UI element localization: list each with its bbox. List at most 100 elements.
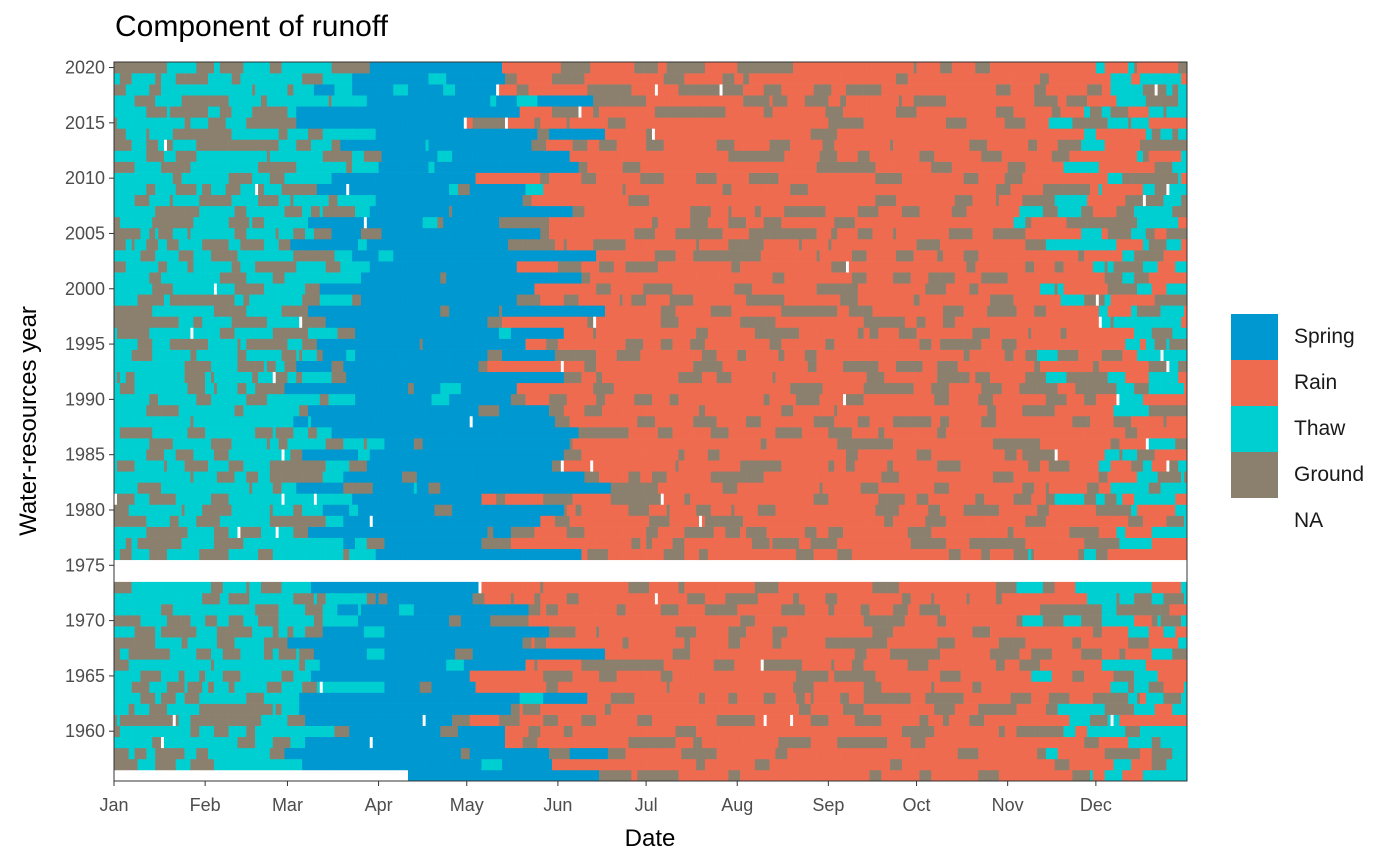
- heatmap-cell: [190, 659, 206, 671]
- heatmap-cell: [302, 294, 321, 306]
- heatmap-cell: [1116, 659, 1132, 671]
- heatmap-cell: [202, 449, 212, 461]
- heatmap-cell: [1004, 725, 1017, 738]
- heatmap-cell: [684, 493, 691, 505]
- heatmap-cell: [125, 371, 135, 384]
- heatmap-cell: [757, 460, 776, 472]
- heatmap-cell: [1057, 548, 1079, 561]
- heatmap-cell: [960, 548, 982, 561]
- heatmap-cell: [1081, 139, 1100, 151]
- heatmap-cell: [966, 703, 979, 715]
- heatmap-cell: [969, 371, 976, 384]
- heatmap-cell: [1069, 703, 1085, 715]
- heatmap-cell: [540, 515, 556, 527]
- heatmap-cell: [119, 637, 135, 649]
- heatmap-cell: [1004, 659, 1020, 671]
- heatmap-cell: [178, 415, 191, 428]
- heatmap-cell: [828, 604, 835, 616]
- heatmap-cell: [196, 747, 209, 760]
- heatmap-cell: [478, 261, 497, 273]
- heatmap-cell: [837, 227, 859, 240]
- heatmap-cell: [649, 736, 653, 749]
- heatmap-cell: [205, 427, 227, 439]
- heatmap-cell: [260, 747, 271, 760]
- heatmap-cell: [140, 250, 156, 262]
- heatmap-cell: [696, 758, 706, 771]
- heatmap-cell: [161, 537, 177, 550]
- heatmap-cell: [302, 615, 306, 627]
- heatmap-cell: [416, 371, 453, 384]
- heatmap-cell: [772, 648, 809, 660]
- heatmap-cell: [119, 504, 129, 516]
- heatmap-cell: [352, 150, 365, 162]
- heatmap-cell: [781, 736, 800, 749]
- heatmap-cell: [766, 438, 809, 450]
- heatmap-cell: [784, 493, 814, 505]
- heatmap-cell: [713, 659, 735, 671]
- heatmap-cell: [1051, 648, 1082, 660]
- heatmap-cell: [366, 725, 391, 738]
- heatmap-cell: [1172, 205, 1188, 218]
- heatmap-cell: [140, 227, 150, 240]
- heatmap-cell: [211, 648, 224, 660]
- heatmap-cell: [499, 714, 520, 726]
- heatmap-cell: [728, 515, 744, 527]
- heatmap-cell: [707, 681, 723, 693]
- heatmap-cell: [834, 415, 859, 428]
- heatmap-cell: [1157, 84, 1167, 96]
- heatmap-cell: [713, 360, 723, 373]
- heatmap-cell: [457, 537, 482, 550]
- heatmap-cell: [410, 327, 444, 339]
- heatmap-cell: [440, 305, 450, 317]
- heatmap-cell: [469, 725, 506, 738]
- heatmap-cell: [1101, 238, 1117, 251]
- heatmap-cell: [948, 415, 982, 428]
- heatmap-cell: [552, 106, 568, 118]
- heatmap-cell: [258, 592, 268, 605]
- heatmap-cell: [957, 338, 964, 350]
- heatmap-cell: [654, 84, 659, 96]
- heatmap-cell: [1184, 272, 1188, 284]
- heatmap-cell: [460, 736, 488, 749]
- heatmap-cell: [1151, 592, 1158, 605]
- heatmap-cell: [978, 250, 1011, 262]
- heatmap-cell: [1148, 681, 1164, 693]
- heatmap-cell: [1184, 526, 1188, 538]
- heatmap-cell: [978, 648, 991, 660]
- heatmap-cell: [1072, 637, 1082, 649]
- heatmap-cell: [704, 62, 726, 74]
- heatmap-cell: [769, 261, 785, 273]
- heatmap-cell: [916, 493, 929, 505]
- heatmap-cell: [299, 493, 315, 505]
- heatmap-cell: [722, 482, 738, 494]
- heatmap-cell: [1151, 327, 1173, 339]
- heatmap-cell: [998, 194, 1023, 207]
- heatmap-cell: [166, 460, 185, 472]
- heatmap-cell: [910, 592, 926, 605]
- heatmap-cell: [643, 338, 662, 350]
- heatmap-cell: [675, 736, 694, 749]
- x-tick-label: Dec: [1080, 795, 1112, 815]
- heatmap-cell: [187, 261, 194, 273]
- heatmap-cell: [807, 438, 838, 450]
- heatmap-cell: [990, 238, 1006, 251]
- heatmap-cell: [654, 283, 673, 295]
- heatmap-cell: [263, 216, 274, 229]
- heatmap-cell: [593, 106, 600, 118]
- heatmap-cell: [934, 692, 947, 704]
- heatmap-cell: [1104, 747, 1120, 760]
- heatmap-cell: [213, 515, 221, 527]
- heatmap-cell: [134, 194, 150, 207]
- heatmap-cell: [278, 604, 288, 616]
- heatmap-cell: [1166, 128, 1173, 140]
- heatmap-cell: [1098, 305, 1108, 317]
- heatmap-cell: [1172, 327, 1188, 339]
- heatmap-cell: [328, 504, 350, 516]
- heatmap-cell: [1137, 581, 1141, 594]
- heatmap-cell: [349, 548, 353, 561]
- heatmap-cell: [916, 238, 926, 251]
- heatmap-cell: [516, 73, 553, 85]
- heatmap-cell: [243, 427, 256, 439]
- heatmap-cell: [928, 714, 944, 726]
- heatmap-cell: [440, 382, 462, 395]
